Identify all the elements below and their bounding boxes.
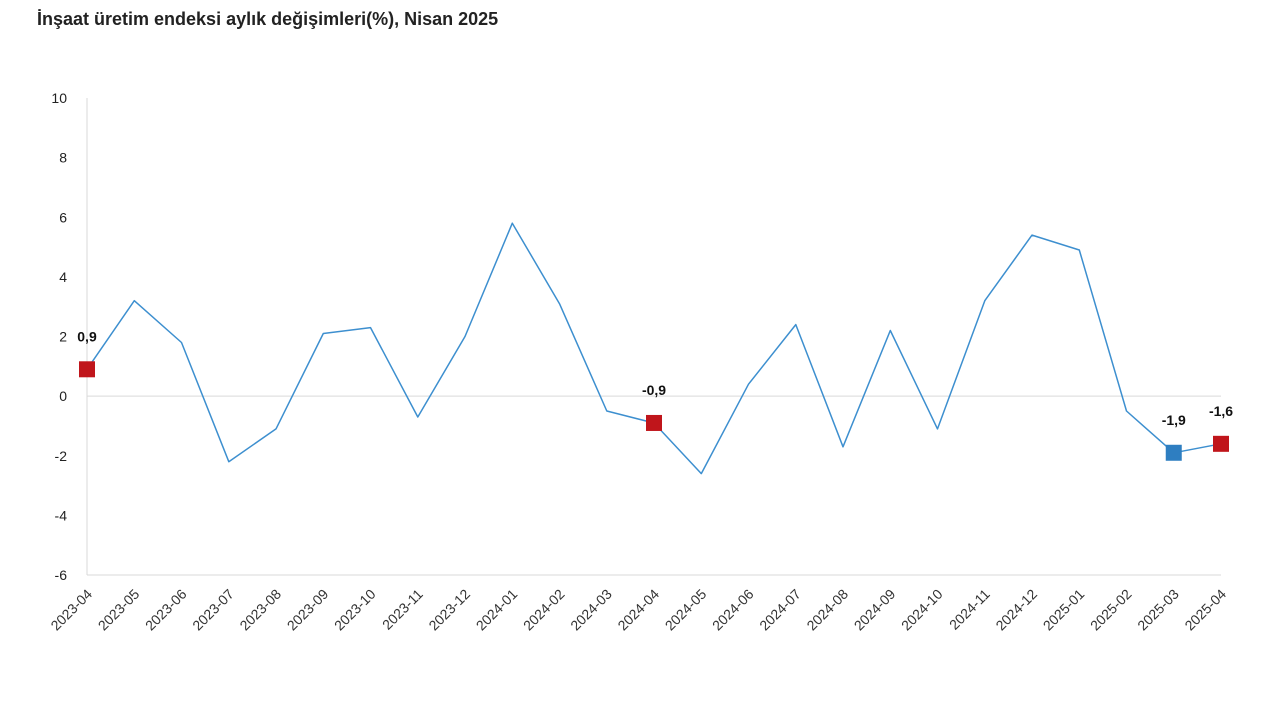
x-tick-label: 2023-08	[236, 586, 284, 634]
x-tick-label: 2023-04	[47, 586, 95, 634]
x-tick-label: 2024-02	[520, 586, 568, 634]
y-tick-label: 10	[51, 90, 67, 106]
y-tick-label: -2	[55, 448, 68, 464]
y-tick-label: -4	[55, 507, 68, 523]
x-tick-label: 2024-07	[756, 586, 804, 634]
x-tick-label: 2024-08	[803, 586, 851, 634]
series-line	[86, 222, 1222, 475]
axes-group	[86, 98, 1221, 576]
chart-title: İnşaat üretim endeksi aylık değişimleri(…	[37, 9, 499, 29]
x-tick-label: 2024-05	[662, 586, 710, 634]
x-tick-label: 2023-07	[189, 586, 237, 634]
x-tick-label: 2025-04	[1181, 586, 1229, 634]
x-tick-label: 2025-03	[1134, 586, 1182, 634]
x-tick-label: 2025-01	[1040, 586, 1088, 634]
x-tick-label: 2023-06	[142, 586, 190, 634]
x-tick-label: 2023-09	[284, 586, 332, 634]
data-label: 0,9	[77, 328, 97, 344]
data-label: -1,9	[1162, 412, 1186, 428]
x-tick-label: 2024-09	[851, 586, 899, 634]
x-tick-labels: 2023-04 2023-05 2023-06 2023-07 2023-08 2023-…	[47, 586, 1229, 634]
x-tick-label: 2024-06	[709, 586, 757, 634]
data-labels: 0,9 -0,9 -1,9 -1,6	[77, 328, 1233, 427]
x-tick-label: 2024-04	[614, 586, 662, 634]
series-group	[86, 222, 1222, 475]
highlight-markers	[79, 361, 1229, 461]
x-tick-label: 2024-10	[898, 586, 946, 634]
x-tick-label: 2024-11	[946, 586, 993, 633]
highlight-marker	[1165, 444, 1182, 461]
x-tick-label: 2025-02	[1087, 586, 1135, 634]
highlight-marker	[646, 414, 662, 431]
x-tick-label: 2023-10	[331, 586, 379, 634]
y-tick-label: 2	[59, 329, 67, 345]
y-tick-label: 6	[59, 209, 67, 225]
x-tick-label: 2023-05	[95, 586, 143, 634]
y-tick-label: -6	[55, 567, 68, 583]
y-tick-label: 4	[59, 269, 67, 285]
x-tick-label: 2023-12	[425, 586, 473, 634]
highlight-marker	[1213, 435, 1229, 452]
highlight-marker	[79, 361, 95, 378]
x-tick-label: 2024-12	[992, 586, 1040, 634]
y-tick-label: 0	[59, 388, 67, 404]
y-tick-labels: 10 8 6 4 2 0 -2 -4 -6	[51, 90, 67, 583]
x-tick-label: 2023-11	[379, 586, 426, 633]
x-tick-label: 2024-03	[567, 586, 615, 634]
y-tick-label: 8	[59, 150, 67, 166]
data-label: -0,9	[642, 382, 666, 398]
data-label: -1,6	[1209, 403, 1233, 419]
x-tick-label: 2024-01	[473, 586, 521, 634]
